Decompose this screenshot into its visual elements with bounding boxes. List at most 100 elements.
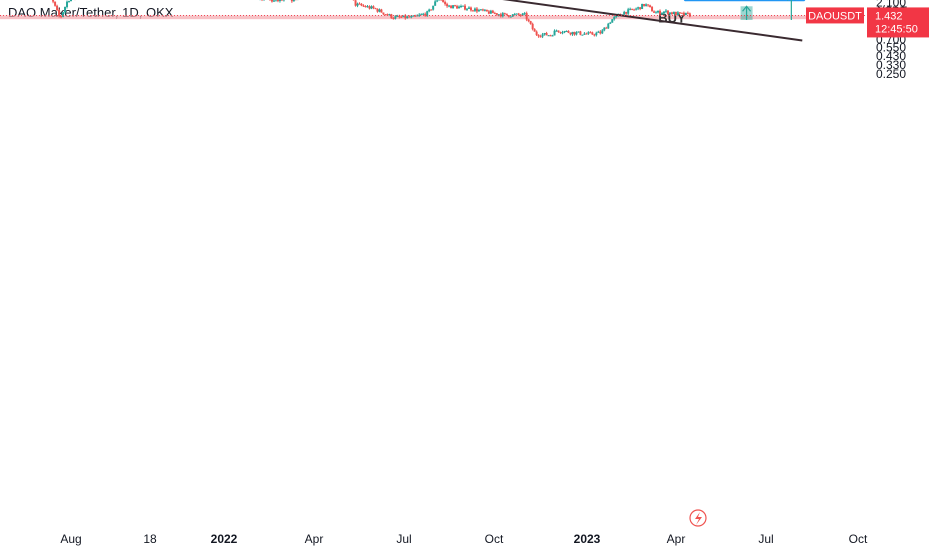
candle — [547, 35, 550, 37]
candle — [276, 0, 279, 3]
candle — [400, 15, 403, 18]
candle — [664, 9, 667, 14]
candle — [485, 9, 488, 12]
candle — [662, 11, 665, 15]
candle — [585, 32, 588, 35]
candle — [68, 0, 71, 3]
candle — [645, 3, 648, 7]
candle — [613, 16, 616, 21]
candle — [487, 10, 490, 15]
candle — [670, 11, 673, 16]
candle — [605, 26, 608, 29]
candle — [543, 32, 546, 36]
candle — [507, 15, 510, 18]
candle — [422, 12, 425, 15]
x-tick-label: Jul — [396, 532, 411, 546]
candle — [639, 7, 642, 11]
candle — [450, 5, 453, 9]
candle — [593, 33, 596, 37]
candle — [463, 4, 466, 11]
candle — [392, 17, 395, 20]
y-tick-label: 2.100 — [876, 0, 906, 10]
candle — [541, 32, 544, 39]
candle — [581, 34, 584, 36]
candle — [374, 7, 377, 10]
candle — [280, 0, 283, 2]
candle — [452, 5, 455, 9]
candle — [589, 31, 592, 34]
candle — [583, 32, 586, 35]
candle — [66, 0, 69, 9]
candle — [686, 11, 689, 15]
x-tick-label: Jul — [758, 532, 773, 546]
lightning-icon[interactable] — [689, 509, 707, 527]
candle — [533, 28, 536, 32]
candle — [467, 6, 470, 9]
candle — [404, 14, 407, 20]
support-zone[interactable] — [0, 15, 850, 20]
candle — [611, 19, 614, 23]
candle — [649, 4, 652, 8]
candle — [688, 12, 691, 18]
candle — [376, 8, 379, 13]
candle — [434, 0, 437, 6]
candle — [444, 0, 447, 6]
x-tick-label: Oct — [849, 532, 868, 546]
candle — [674, 11, 677, 16]
candle — [577, 31, 580, 33]
trendline[interactable] — [42, 0, 803, 42]
candle — [609, 21, 612, 25]
candle — [426, 10, 429, 17]
candle — [432, 5, 435, 11]
candle — [680, 12, 683, 14]
candle — [481, 8, 484, 12]
candle — [424, 12, 427, 17]
x-tick-label: Apr — [305, 532, 324, 546]
candle — [263, 0, 265, 1]
candle — [657, 10, 660, 14]
candle — [261, 0, 263, 2]
candle — [362, 4, 365, 7]
candle — [360, 3, 363, 7]
candle — [465, 7, 468, 11]
candle — [653, 10, 656, 13]
candle — [378, 8, 381, 13]
candle — [651, 5, 654, 12]
candle — [684, 12, 687, 16]
candle — [515, 13, 518, 15]
candle — [420, 13, 423, 16]
candle — [414, 14, 417, 17]
candle — [597, 30, 600, 33]
candle — [495, 13, 498, 16]
candle — [446, 2, 449, 8]
candle — [428, 8, 431, 13]
candle — [527, 18, 530, 23]
candle — [390, 13, 393, 19]
candle — [458, 5, 461, 9]
candle — [499, 12, 502, 18]
candle — [364, 5, 367, 8]
x-tick-label: 2022 — [211, 532, 238, 546]
candle — [462, 5, 465, 7]
candle — [268, 0, 271, 1]
price-measure[interactable]: 1.361 (108.67%) 1361 — [722, 0, 856, 20]
candle — [678, 12, 681, 14]
y-tick-label: 0.550 — [876, 41, 906, 55]
candle — [491, 9, 494, 14]
candle — [473, 7, 476, 12]
candle — [666, 10, 669, 15]
candle — [358, 2, 361, 5]
candle — [354, 0, 357, 7]
candle — [549, 34, 552, 37]
candle — [660, 12, 663, 15]
price-measure[interactable]: 0.609 (48.60%) 609 — [683, 0, 806, 20]
candle — [655, 10, 658, 14]
candle — [668, 12, 671, 16]
candle — [70, 0, 72, 2]
candle — [603, 27, 606, 32]
candle — [384, 14, 387, 16]
x-tick-label: 18 — [143, 532, 157, 546]
candle — [601, 29, 604, 35]
candle — [557, 30, 560, 33]
